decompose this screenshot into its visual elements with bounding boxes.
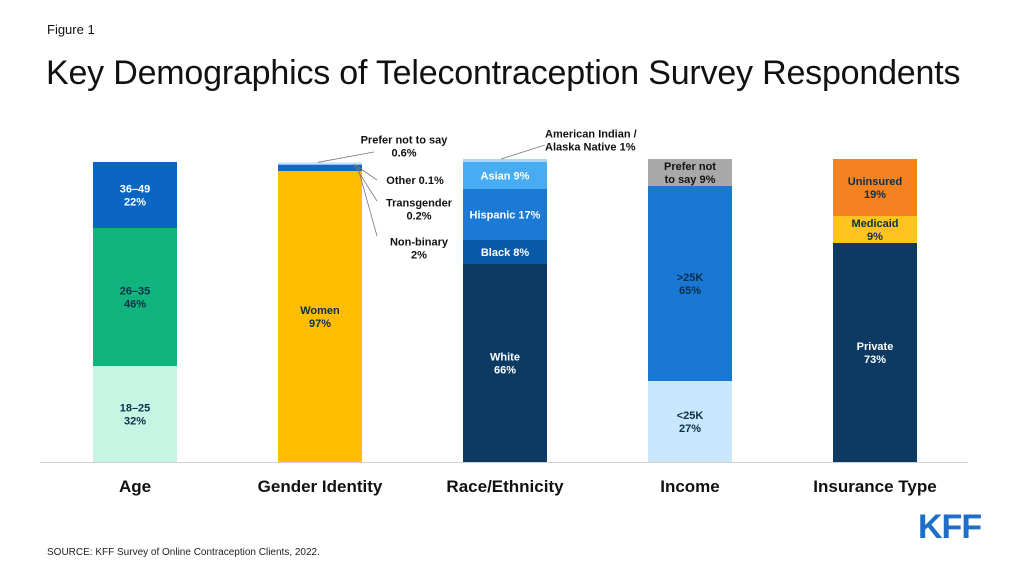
bar-segment-3-0 (648, 381, 732, 462)
bar-segment-4-0 (833, 243, 917, 462)
leader-line (353, 164, 378, 202)
kff-logo: KFF (918, 508, 982, 542)
data-label-1-1: Non-binary 2% (390, 237, 449, 262)
data-label-2-1: Black 8% (481, 247, 530, 259)
data-label-1-2: Transgender 0.2% (386, 198, 453, 223)
data-label-2-2: Hispanic 17% (470, 210, 541, 222)
bar-segment-3-2 (648, 159, 732, 186)
data-label-3-2: Prefer not to say 9% (664, 161, 716, 186)
category-label-0: Age (119, 477, 151, 496)
leader-line (317, 151, 375, 163)
category-label-2: Race/Ethnicity (446, 477, 564, 496)
bar-segment-1-1 (278, 165, 362, 171)
leader-line (353, 163, 378, 181)
category-label-1: Gender Identity (258, 477, 383, 496)
data-label-2-3: Asian 9% (481, 171, 530, 183)
figure-label: Figure 1 (47, 22, 95, 37)
bar-segment-2-4 (463, 159, 547, 162)
category-label-3: Income (660, 477, 720, 496)
bar-segment-1-4 (278, 162, 362, 165)
data-label-1-4: Prefer not to say 0.6% (361, 135, 449, 160)
data-label-3-0: <25K 27% (677, 410, 704, 435)
bar-segment-3-1 (648, 186, 732, 381)
data-label-4-2: Uninsured 19% (848, 176, 902, 201)
data-label-0-0: 18–25 32% (120, 403, 151, 428)
bar-segment-0-0 (93, 366, 177, 462)
data-label-3-1: >25K 65% (677, 272, 704, 297)
data-label-0-1: 26–35 46% (120, 286, 151, 311)
category-label-4: Insurance Type (813, 477, 936, 496)
bar-segment-2-1 (463, 240, 547, 264)
source-note: SOURCE: KFF Survey of Online Contracepti… (47, 547, 320, 558)
data-label-1-0: Women 97% (300, 305, 340, 330)
bar-segment-1-0 (278, 171, 362, 462)
bar-segment-2-0 (463, 264, 547, 462)
bar-segment-4-2 (833, 159, 917, 216)
data-label-2-0: White 66% (490, 352, 520, 377)
bar-segment-2-3 (463, 162, 547, 189)
bar-segment-0-2 (93, 162, 177, 228)
data-label-0-2: 36–49 22% (120, 184, 151, 209)
data-label-1-3: Other 0.1% (386, 175, 444, 187)
leader-line (500, 144, 546, 160)
chart-title: Key Demographics of Telecontraception Su… (46, 54, 961, 92)
logo-text: KFF (918, 508, 981, 542)
bar-segment-4-1 (833, 216, 917, 243)
bar-segment-2-2 (463, 189, 547, 240)
data-label-4-1: Medicaid 9% (851, 218, 898, 243)
leader-line (357, 167, 378, 237)
bar-segment-0-1 (93, 228, 177, 366)
data-label-4-0: Private 73% (857, 341, 894, 366)
bar-segment-1-3 (278, 164, 362, 165)
data-label-2-4: American Indian / Alaska Native 1% (545, 129, 637, 154)
